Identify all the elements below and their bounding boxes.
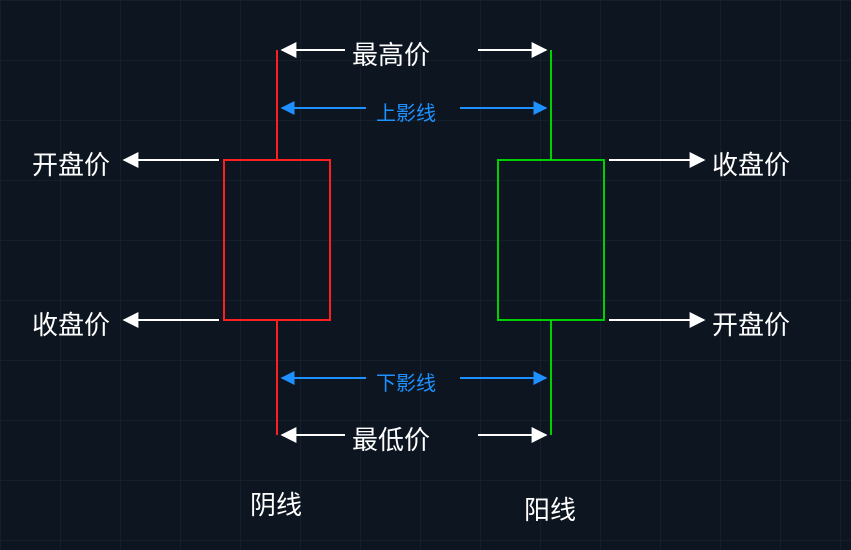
- candlestick-diagram: [0, 0, 851, 550]
- yang-close-label: 收盘价: [712, 145, 790, 182]
- yang-name-label: 阳线: [524, 490, 576, 527]
- yin-open-label: 开盘价: [32, 145, 110, 182]
- yin-body: [224, 160, 330, 320]
- yang-open-label: 开盘价: [712, 305, 790, 342]
- upper-shadow-label: 上影线: [376, 97, 436, 126]
- yin-name-label: 阴线: [250, 485, 302, 522]
- low-price-label: 最低价: [352, 420, 430, 457]
- yang-body: [498, 160, 604, 320]
- high-price-label: 最高价: [352, 35, 430, 72]
- lower-shadow-label: 下影线: [376, 367, 436, 396]
- yin-close-label: 收盘价: [32, 305, 110, 342]
